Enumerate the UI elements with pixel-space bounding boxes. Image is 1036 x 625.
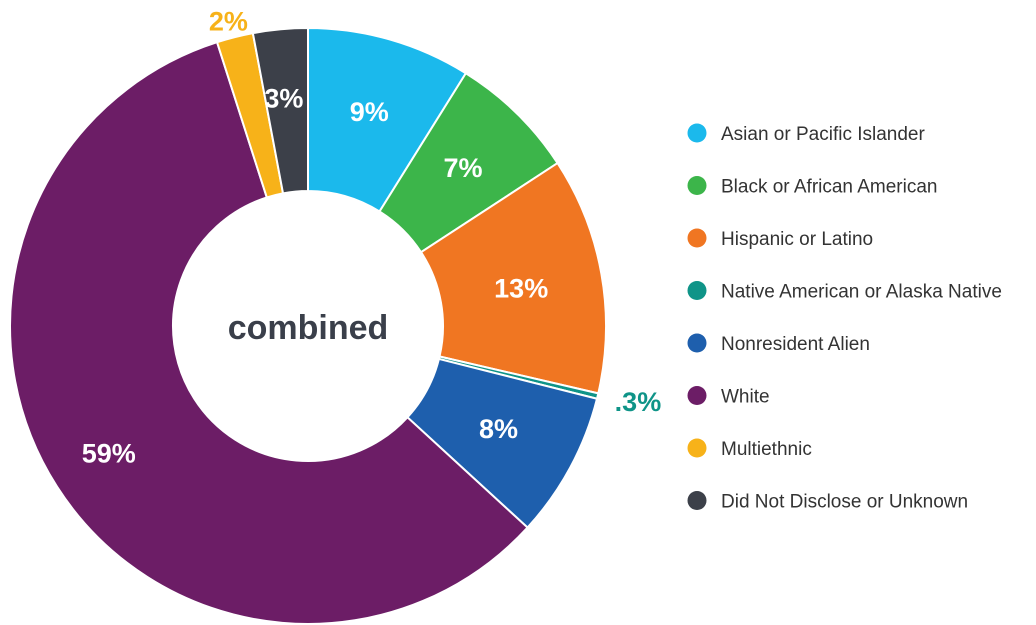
legend-swatch (687, 123, 707, 143)
slice-labels-group: 9% 7% 13% .3% 8% 59% 2% 3% (82, 6, 661, 468)
legend-label: Native American or Alaska Native (721, 282, 1002, 303)
slice-hispanic-or-latino (419, 161, 607, 395)
slice-white (9, 40, 529, 625)
slice-label: 8% (479, 414, 518, 444)
legend-swatch (687, 281, 707, 300)
legend-swatch (687, 438, 707, 458)
slice-label: 2% (209, 6, 248, 36)
slices-group (9, 26, 607, 625)
legend-label: White (721, 387, 770, 408)
legend-label: Multiethnic (721, 439, 812, 460)
center-label: combined (228, 309, 389, 347)
legend-label: Asian or Pacific Islander (721, 124, 925, 145)
slice-label: 3% (264, 83, 303, 113)
legend-label: Nonresident Alien (721, 334, 870, 355)
legend-label: Did Not Disclose or Unknown (721, 492, 968, 513)
slice-label: 13% (494, 273, 548, 303)
slice-label: 9% (350, 97, 389, 127)
legend-swatch (687, 228, 707, 248)
legend-swatch (687, 491, 707, 510)
legend-swatch (687, 333, 707, 353)
slice-label: .3% (615, 387, 662, 417)
legend-label: Black or African American (721, 177, 937, 198)
legend-label: Hispanic or Latino (721, 229, 873, 250)
legend: Asian or Pacific Islander Black or Africa… (687, 123, 1002, 513)
slice-did-not-disclose-or-unknown (251, 26, 309, 195)
slice-label: 59% (82, 438, 136, 468)
legend-swatch (687, 176, 707, 195)
legend-swatch (687, 386, 707, 405)
slice-label: 7% (444, 153, 483, 183)
